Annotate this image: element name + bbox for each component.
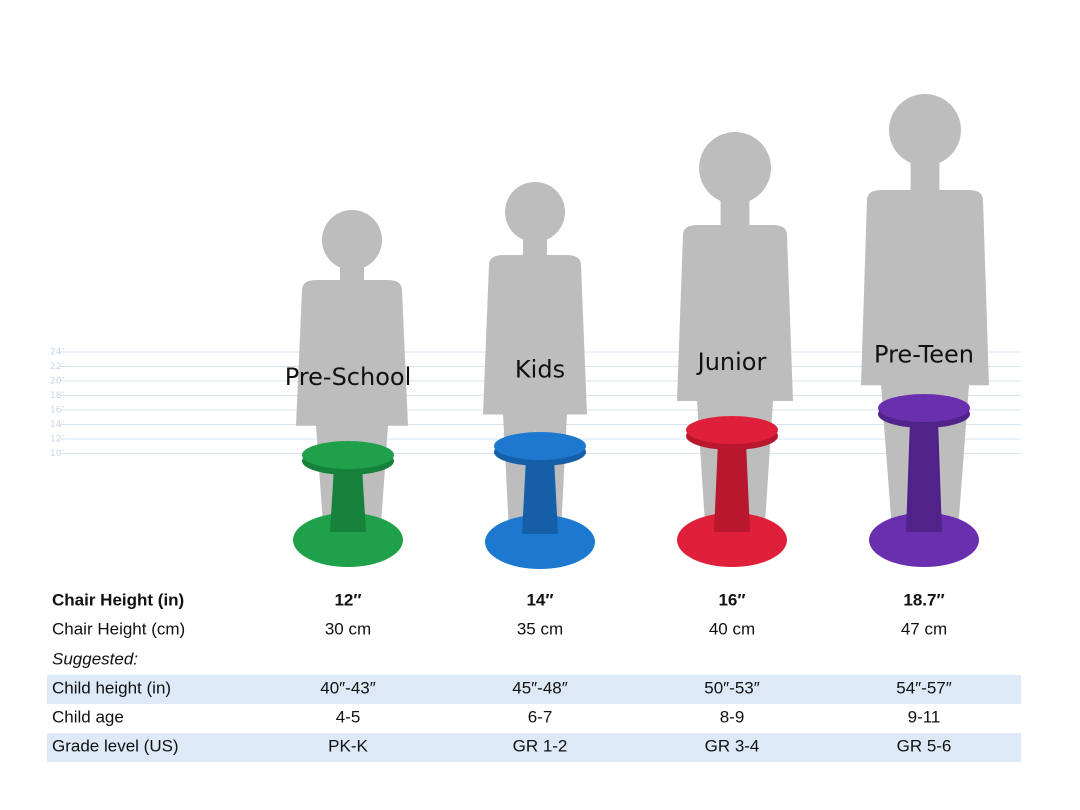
chair-stem [522,458,558,534]
chair-base [293,513,403,567]
table-cell: 14″ [526,590,553,609]
table-cell: 18.7″ [903,590,944,609]
ruler-label: 20″ [50,377,65,387]
product [677,132,793,567]
row-shade [47,733,1021,762]
row-label: Chair Height (cm) [52,619,185,638]
product-name: Pre-School [285,363,412,391]
table-cell: 30 cm [325,619,371,638]
table-cell: 35 cm [517,619,563,638]
table-cell: GR 1-2 [513,736,568,755]
table-cell: 6-7 [528,707,553,726]
row-label: Child height (in) [52,678,171,697]
silhouette-body [296,280,408,545]
table-cell: 40 cm [709,619,755,638]
silhouette-head [699,132,771,204]
table-cell: 50″-53″ [704,678,760,697]
table-cell: PK-K [328,736,368,755]
chair-stem [714,442,750,532]
ruler-label: 22″ [50,362,65,372]
silhouette-body [677,225,793,545]
silhouette-head [505,182,565,242]
product [861,94,989,567]
silhouette-body [861,190,989,545]
ruler-label: 16″ [50,406,65,416]
table-cell: 54″-57″ [896,678,952,697]
silhouette-neck [910,151,940,198]
row-shade [47,675,1021,704]
ruler-label: 24″ [50,348,65,358]
table-cell: 47 cm [901,619,947,638]
row-label: Grade level (US) [52,736,179,755]
silhouette-head [889,94,961,166]
table-cell: 4-5 [336,707,361,726]
table-cell: 8-9 [720,707,745,726]
product-name: Kids [515,356,565,384]
chair-base [869,513,979,567]
chair-stem [330,467,366,532]
table-cell: 12″ [334,590,361,609]
ruler-label: 14″ [50,420,65,430]
chair-seat [302,441,394,469]
chair-stem [906,420,942,532]
chair-base [485,515,595,569]
row-label: Child age [52,707,124,726]
table-cell: 45″-48″ [512,678,568,697]
table-cell: 16″ [718,590,745,609]
row-label: Chair Height (in) [52,590,184,609]
ruler-label: 18″ [50,391,65,401]
table-cell: GR 5-6 [897,736,952,755]
product [293,210,408,567]
table-cell: GR 3-4 [705,736,760,755]
ruler-label: 10″ [50,449,65,459]
ruler-label: 12″ [50,435,65,445]
table-cell: 40″-43″ [320,678,376,697]
product-name: Pre-Teen [874,341,974,369]
chair-base [677,513,787,567]
silhouette-head [322,210,382,270]
chair-seat [878,394,970,422]
product [483,182,595,569]
product-name: Junior [696,348,767,376]
row-label: Suggested: [52,649,138,668]
chair-seat [686,416,778,444]
silhouette-body [483,255,587,545]
table-cell: 9-11 [908,707,941,726]
chair-seat [494,432,586,460]
